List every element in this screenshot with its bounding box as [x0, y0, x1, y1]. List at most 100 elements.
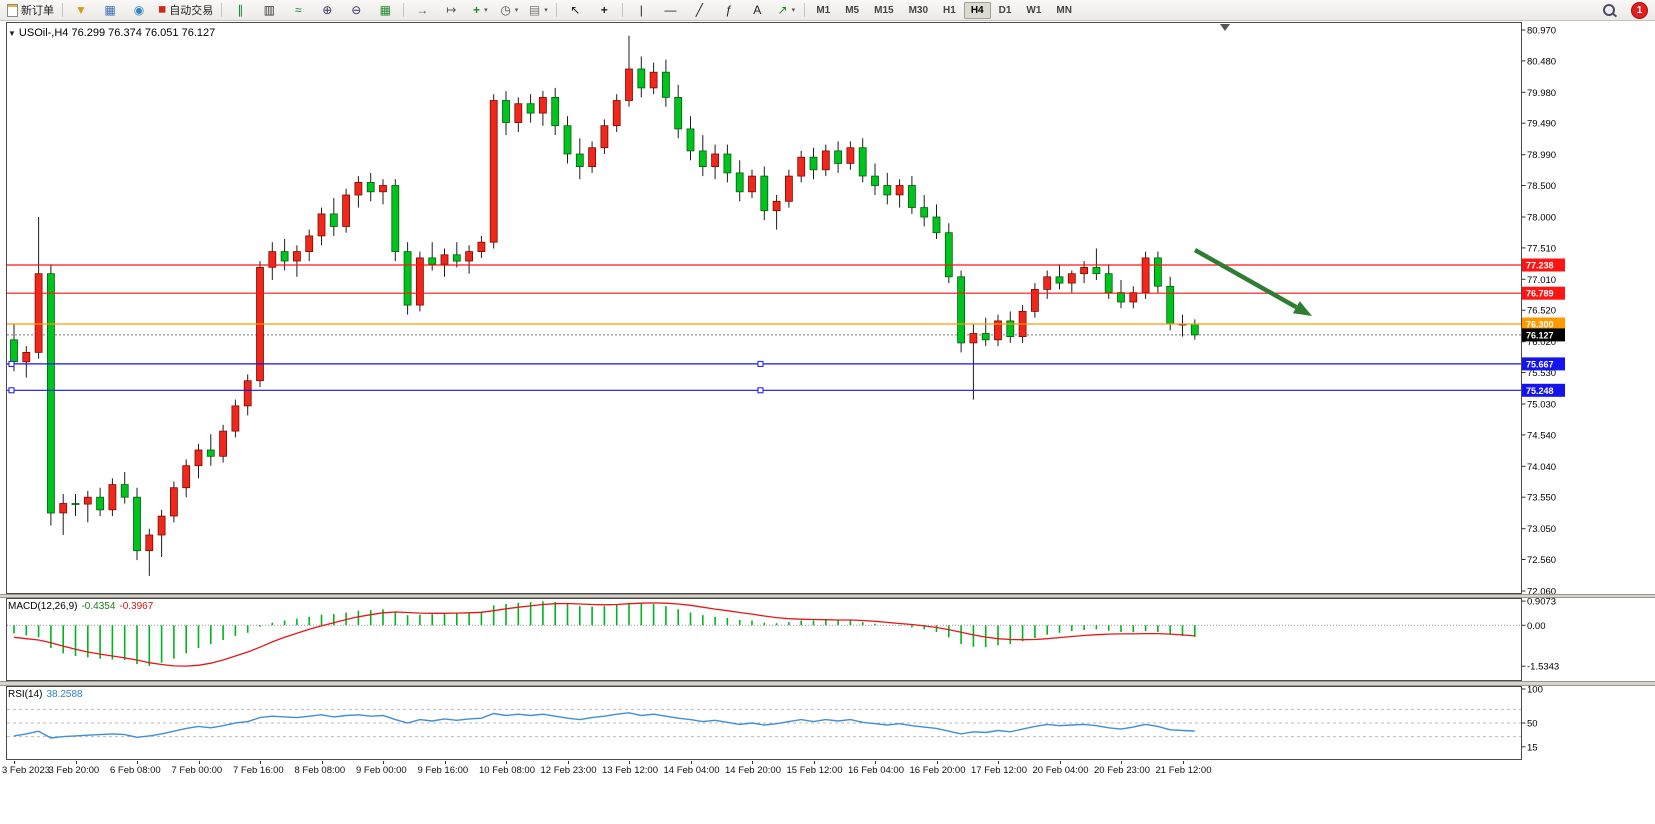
candle[interactable]: [268, 242, 277, 280]
candle[interactable]: [391, 179, 400, 262]
chart-shift-marker[interactable]: [1220, 24, 1230, 31]
candle[interactable]: [662, 59, 670, 107]
candle[interactable]: [797, 150, 806, 183]
candle[interactable]: [785, 169, 793, 208]
line-chart-button[interactable]: ≈: [284, 1, 312, 20]
price-chart-canvas[interactable]: 80.970 80.480 79.980 79.490 78.990 78.500 78.0…: [0, 22, 1655, 594]
arrows-tool-button[interactable]: ↗ ▾: [772, 1, 800, 20]
panel-separator[interactable]: [0, 594, 1655, 598]
candle[interactable]: [612, 94, 621, 132]
candle[interactable]: [760, 166, 769, 221]
candle[interactable]: [723, 144, 732, 183]
add-indicator-button[interactable]: + ▾: [466, 1, 494, 20]
line-handle[interactable]: [8, 387, 15, 394]
navigator-button[interactable]: ◉: [125, 1, 153, 20]
candle[interactable]: [280, 239, 289, 271]
candle[interactable]: [883, 172, 892, 205]
text-tool-button[interactable]: A: [743, 1, 771, 20]
auto-scroll-button[interactable]: →: [408, 1, 436, 20]
candle[interactable]: [575, 138, 584, 180]
line-handle[interactable]: [8, 360, 15, 367]
zoom-out-button[interactable]: ⊖: [342, 1, 370, 20]
candle[interactable]: [772, 195, 781, 230]
candle[interactable]: [440, 248, 449, 277]
timeframe-button-h4[interactable]: H4: [963, 1, 991, 19]
candle[interactable]: [834, 141, 842, 173]
candle[interactable]: [821, 144, 830, 177]
rsi-panel-canvas[interactable]: 100 50 15: [0, 686, 1655, 760]
candle[interactable]: [735, 160, 744, 202]
candle[interactable]: [292, 245, 301, 277]
timeframe-button-m5[interactable]: M5: [845, 4, 860, 16]
candle[interactable]: [22, 346, 31, 378]
candle[interactable]: [465, 245, 474, 274]
candle[interactable]: [428, 242, 437, 271]
candle[interactable]: [748, 169, 756, 199]
candle[interactable]: [219, 424, 228, 463]
candle[interactable]: [47, 264, 55, 526]
candle[interactable]: [514, 97, 523, 132]
candle[interactable]: [342, 188, 351, 233]
notification-badge[interactable]: 1: [1631, 1, 1648, 19]
candle[interactable]: [871, 163, 879, 196]
zoom-in-button[interactable]: ⊕: [313, 1, 341, 20]
candle[interactable]: [858, 138, 867, 183]
data-window-button[interactable]: ▦: [96, 1, 124, 20]
candle[interactable]: [415, 251, 424, 312]
candle[interactable]: [1055, 264, 1064, 290]
trendline-tool-button[interactable]: ╱: [685, 1, 713, 20]
timeframe-button-w1[interactable]: W1: [1026, 4, 1042, 16]
candle[interactable]: [711, 144, 719, 180]
autotrade-button[interactable]: ◼ 自动交易: [154, 1, 217, 20]
search-button[interactable]: [1595, 1, 1623, 20]
period-menu-button[interactable]: ◷ ▾: [495, 1, 523, 20]
candle[interactable]: [649, 62, 658, 95]
candle[interactable]: [526, 94, 535, 123]
candle[interactable]: [1067, 270, 1076, 293]
candle[interactable]: [588, 141, 596, 173]
candle[interactable]: [96, 487, 104, 517]
candle[interactable]: [1031, 283, 1039, 318]
candle[interactable]: [133, 487, 141, 561]
candle[interactable]: [145, 528, 154, 576]
candle[interactable]: [243, 374, 252, 416]
panel-separator[interactable]: [0, 681, 1655, 686]
candle[interactable]: [1006, 311, 1015, 343]
vertical-line-tool-button[interactable]: |: [627, 1, 655, 20]
candle[interactable]: [637, 56, 646, 98]
bar-chart-button[interactable]: ∥: [226, 1, 254, 20]
fibonacci-tool-button[interactable]: ƒ: [714, 1, 742, 20]
candle[interactable]: [563, 116, 572, 164]
candle[interactable]: [182, 459, 191, 498]
candle[interactable]: [1129, 286, 1138, 309]
candle[interactable]: [1117, 280, 1125, 309]
timeframe-button-h1[interactable]: H1: [943, 4, 956, 16]
candle[interactable]: [1154, 251, 1162, 293]
line-handle[interactable]: [757, 387, 764, 394]
candle[interactable]: [908, 176, 916, 214]
candle[interactable]: [231, 399, 240, 438]
candle[interactable]: [403, 242, 412, 315]
candle[interactable]: [698, 135, 707, 177]
crosshair-tool-button[interactable]: +: [590, 1, 618, 20]
candle[interactable]: [169, 481, 178, 523]
candle[interactable]: [1092, 248, 1101, 281]
candle[interactable]: [157, 509, 166, 557]
timeframe-button-m15[interactable]: M15: [874, 4, 894, 16]
candle[interactable]: [1043, 270, 1052, 299]
candle[interactable]: [108, 478, 117, 517]
candle[interactable]: [379, 179, 387, 205]
candle[interactable]: [846, 141, 855, 170]
candle[interactable]: [1166, 276, 1175, 331]
candle[interactable]: [452, 242, 461, 268]
candle[interactable]: [625, 35, 633, 107]
candle[interactable]: [489, 94, 498, 249]
candle[interactable]: [59, 494, 68, 535]
candle[interactable]: [329, 198, 338, 236]
candle[interactable]: [502, 91, 510, 136]
candle[interactable]: [895, 179, 904, 208]
macd-panel-canvas[interactable]: 0.9073 0.00 -1.5343: [0, 598, 1655, 681]
timeframe-button-m1[interactable]: M1: [816, 4, 831, 16]
candle[interactable]: [600, 119, 609, 154]
candle[interactable]: [994, 314, 1002, 347]
